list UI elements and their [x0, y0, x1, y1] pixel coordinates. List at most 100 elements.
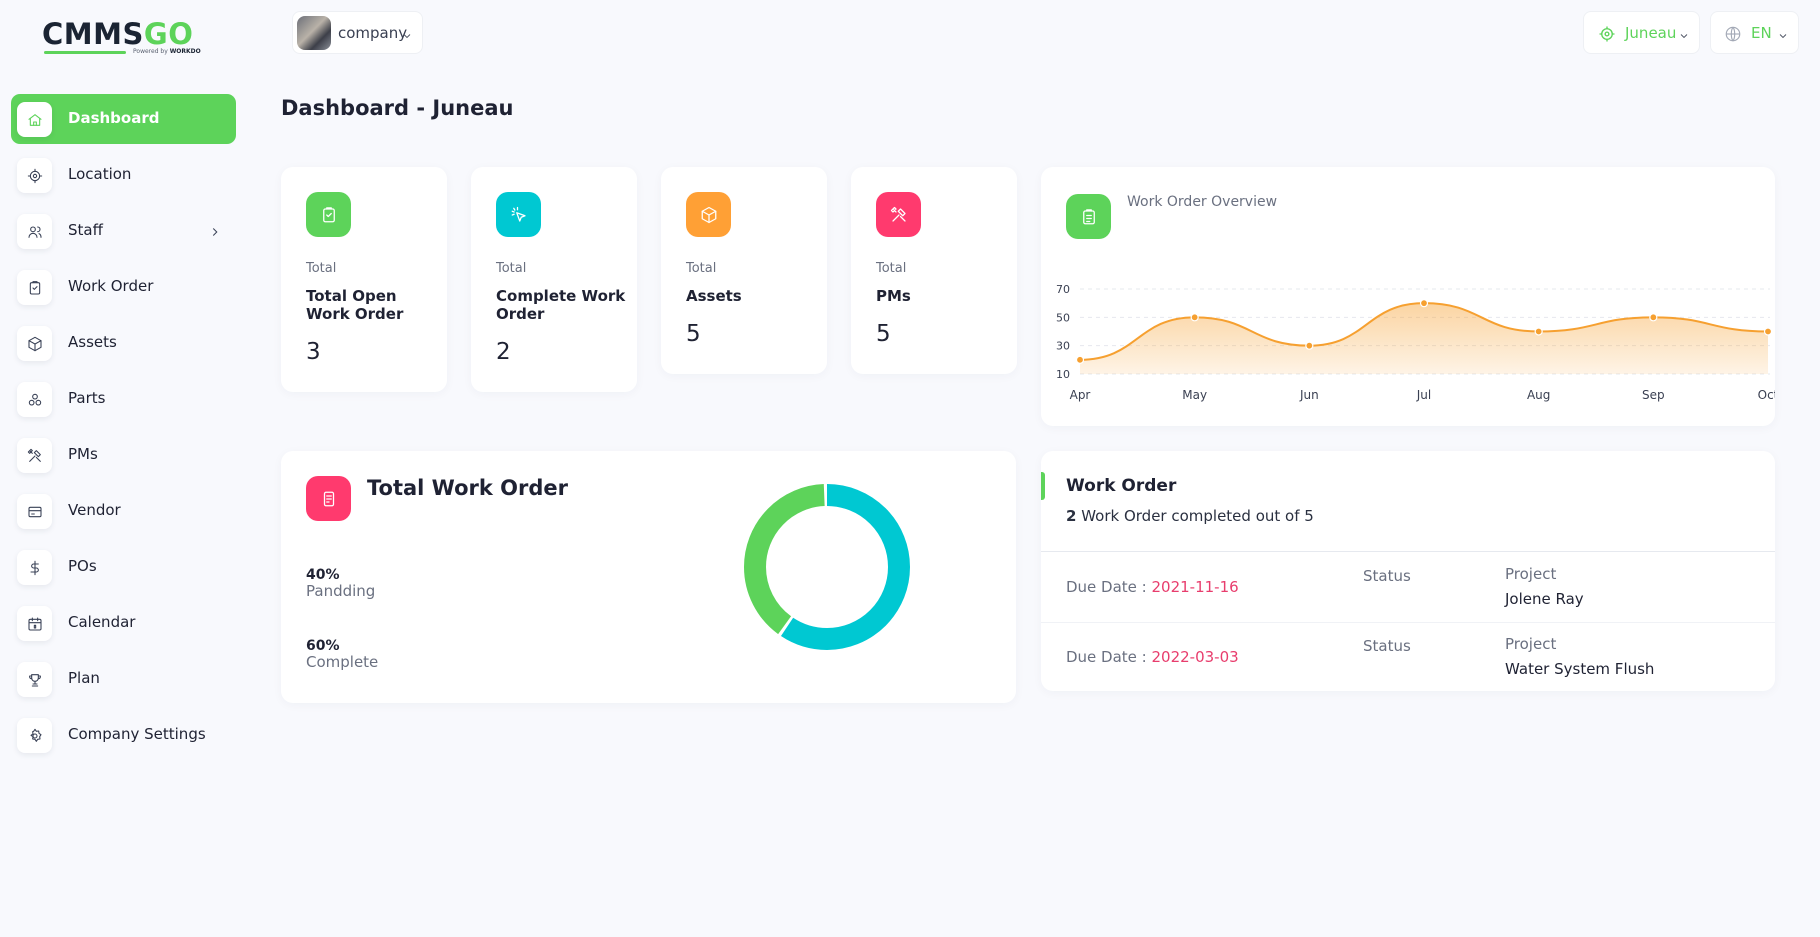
- company-label: company: [338, 24, 408, 42]
- data-point: [1190, 313, 1199, 322]
- complete-percent: 60%: [306, 638, 340, 654]
- x-tick-label: May: [1182, 388, 1207, 402]
- y-tick-label: 50: [1056, 311, 1070, 324]
- work-order-title: Work Order: [1066, 476, 1177, 496]
- data-point: [1075, 355, 1085, 364]
- sidebar-item-location[interactable]: Location: [11, 150, 236, 200]
- stat-kicker: Total: [686, 261, 717, 276]
- sidebar-item-work-order[interactable]: Work Order: [11, 262, 236, 312]
- summary-rest: Work Order completed out of 5: [1076, 507, 1314, 525]
- chevron-down-icon: [1777, 27, 1789, 46]
- total-work-order-title: Total Work Order: [367, 476, 568, 500]
- sidebar-item-label: Assets: [68, 333, 117, 351]
- due-date: Due Date : 2022-03-03: [1066, 648, 1239, 666]
- avatar: [297, 16, 331, 50]
- calendar-icon: [17, 606, 52, 641]
- sidebar-item-company-settings[interactable]: Company Settings: [11, 710, 236, 760]
- status-label: Status: [1363, 637, 1411, 655]
- sidebar-item-dashboard[interactable]: Dashboard: [11, 94, 236, 144]
- pointer-click-icon: [496, 192, 541, 237]
- sidebar-item-calendar[interactable]: Calendar: [11, 598, 236, 648]
- location-switcher[interactable]: Juneau: [1583, 11, 1700, 54]
- box-icon: [686, 192, 731, 237]
- status-label: Status: [1363, 567, 1411, 585]
- location-target-icon: [1598, 25, 1616, 43]
- pending-label: Pandding: [306, 582, 376, 600]
- data-point: [1763, 327, 1773, 336]
- complete-label: Complete: [306, 653, 379, 671]
- due-date-value: 2021-11-16: [1151, 578, 1239, 596]
- sidebar-item-pms[interactable]: PMs: [11, 430, 236, 480]
- x-tick-label: Sep: [1642, 388, 1665, 402]
- chevron-right-icon: [208, 224, 222, 238]
- tools-icon: [876, 192, 921, 237]
- stat-value: 2: [496, 339, 511, 365]
- stat-kicker: Total: [306, 261, 337, 276]
- card-icon: [17, 494, 52, 529]
- sidebar-item-staff[interactable]: Staff: [11, 206, 236, 256]
- logo-powered-by: Powered by WORKDO: [133, 48, 201, 55]
- sidebar-item-label: Calendar: [68, 613, 136, 631]
- stat-card-complete-work-order: Total Complete Work Order 2: [471, 167, 637, 392]
- sidebar-item-label: Work Order: [68, 277, 154, 295]
- donut-slice-complete: [744, 484, 910, 650]
- app-logo[interactable]: CMMSGO Powered by WORKDO: [42, 16, 212, 60]
- sidebar-item-plan[interactable]: Plan: [11, 654, 236, 704]
- language-switcher[interactable]: EN: [1710, 11, 1799, 54]
- stat-value: 5: [876, 321, 891, 347]
- x-tick-label: Jul: [1416, 388, 1431, 402]
- stat-title: Assets: [686, 287, 742, 305]
- stat-title: PMs: [876, 287, 911, 305]
- due-date: Due Date : 2021-11-16: [1066, 578, 1239, 596]
- logo-underline: [44, 51, 126, 54]
- sidebar-item-label: Vendor: [68, 501, 121, 519]
- donut-slice-pending: [744, 484, 910, 650]
- work-order-summary: 2 Work Order completed out of 5: [1066, 507, 1314, 525]
- tools-icon: [17, 438, 52, 473]
- due-date-value: 2022-03-03: [1151, 648, 1239, 666]
- stat-kicker: Total: [496, 261, 527, 276]
- clipboard-check-icon: [306, 192, 351, 237]
- sidebar-item-parts[interactable]: Parts: [11, 374, 236, 424]
- stat-title: Total Open Work Order: [306, 287, 404, 323]
- logo-word-green: GO: [143, 17, 194, 51]
- stat-title: Complete Work Order: [496, 287, 626, 323]
- sidebar-item-label: PMs: [68, 445, 98, 463]
- target-icon: [17, 158, 52, 193]
- stat-card-open-work-order: Total Total Open Work Order 3: [281, 167, 447, 392]
- sidebar-item-label: Staff: [68, 221, 103, 239]
- sidebar-item-vendor[interactable]: Vendor: [11, 486, 236, 536]
- trophy-icon: [17, 662, 52, 697]
- sidebar: CMMSGO Powered by WORKDO Dashboard Locat…: [0, 0, 248, 937]
- work-order-overview-card: Work Order Overview 10 30 50 70 Apr May Jun Jul…: [1041, 167, 1775, 426]
- project-label: Project: [1505, 565, 1557, 583]
- table-row[interactable]: Due Date : 2022-03-03 Status Project Wat…: [1041, 623, 1775, 691]
- dollar-icon: [17, 550, 52, 585]
- project-label: Project: [1505, 635, 1557, 653]
- location-label: Juneau: [1625, 24, 1677, 42]
- powered-prefix: Powered by: [133, 48, 170, 55]
- clipboard-icon: [17, 270, 52, 305]
- table-row[interactable]: Due Date : 2021-11-16 Status Project Jol…: [1041, 552, 1775, 622]
- series-area: [1080, 303, 1768, 374]
- sidebar-item-label: POs: [68, 557, 97, 575]
- total-work-order-donut: [744, 484, 910, 650]
- project-value: Water System Flush: [1505, 660, 1655, 678]
- work-order-list-card: Work Order 2 Work Order completed out of…: [1041, 451, 1775, 691]
- work-order-overview-chart: 10 30 50 70 Apr May Jun Jul Aug Sep Oct: [1056, 283, 1775, 402]
- stat-value: 5: [686, 321, 701, 347]
- y-tick-label: 30: [1056, 340, 1070, 353]
- globe-icon: [1724, 25, 1742, 43]
- settings-icon: [17, 718, 52, 753]
- users-icon: [17, 214, 52, 249]
- divider: [1041, 551, 1775, 552]
- clipboard-list-icon: [1066, 194, 1111, 239]
- sidebar-item-assets[interactable]: Assets: [11, 318, 236, 368]
- sidebar-item-label: Dashboard: [68, 109, 160, 127]
- box-icon: [17, 326, 52, 361]
- data-point: [1534, 327, 1543, 336]
- sidebar-item-pos[interactable]: POs: [11, 542, 236, 592]
- x-tick-label: Jun: [1299, 388, 1319, 402]
- company-switcher[interactable]: company: [292, 11, 423, 54]
- language-label: EN: [1751, 24, 1772, 42]
